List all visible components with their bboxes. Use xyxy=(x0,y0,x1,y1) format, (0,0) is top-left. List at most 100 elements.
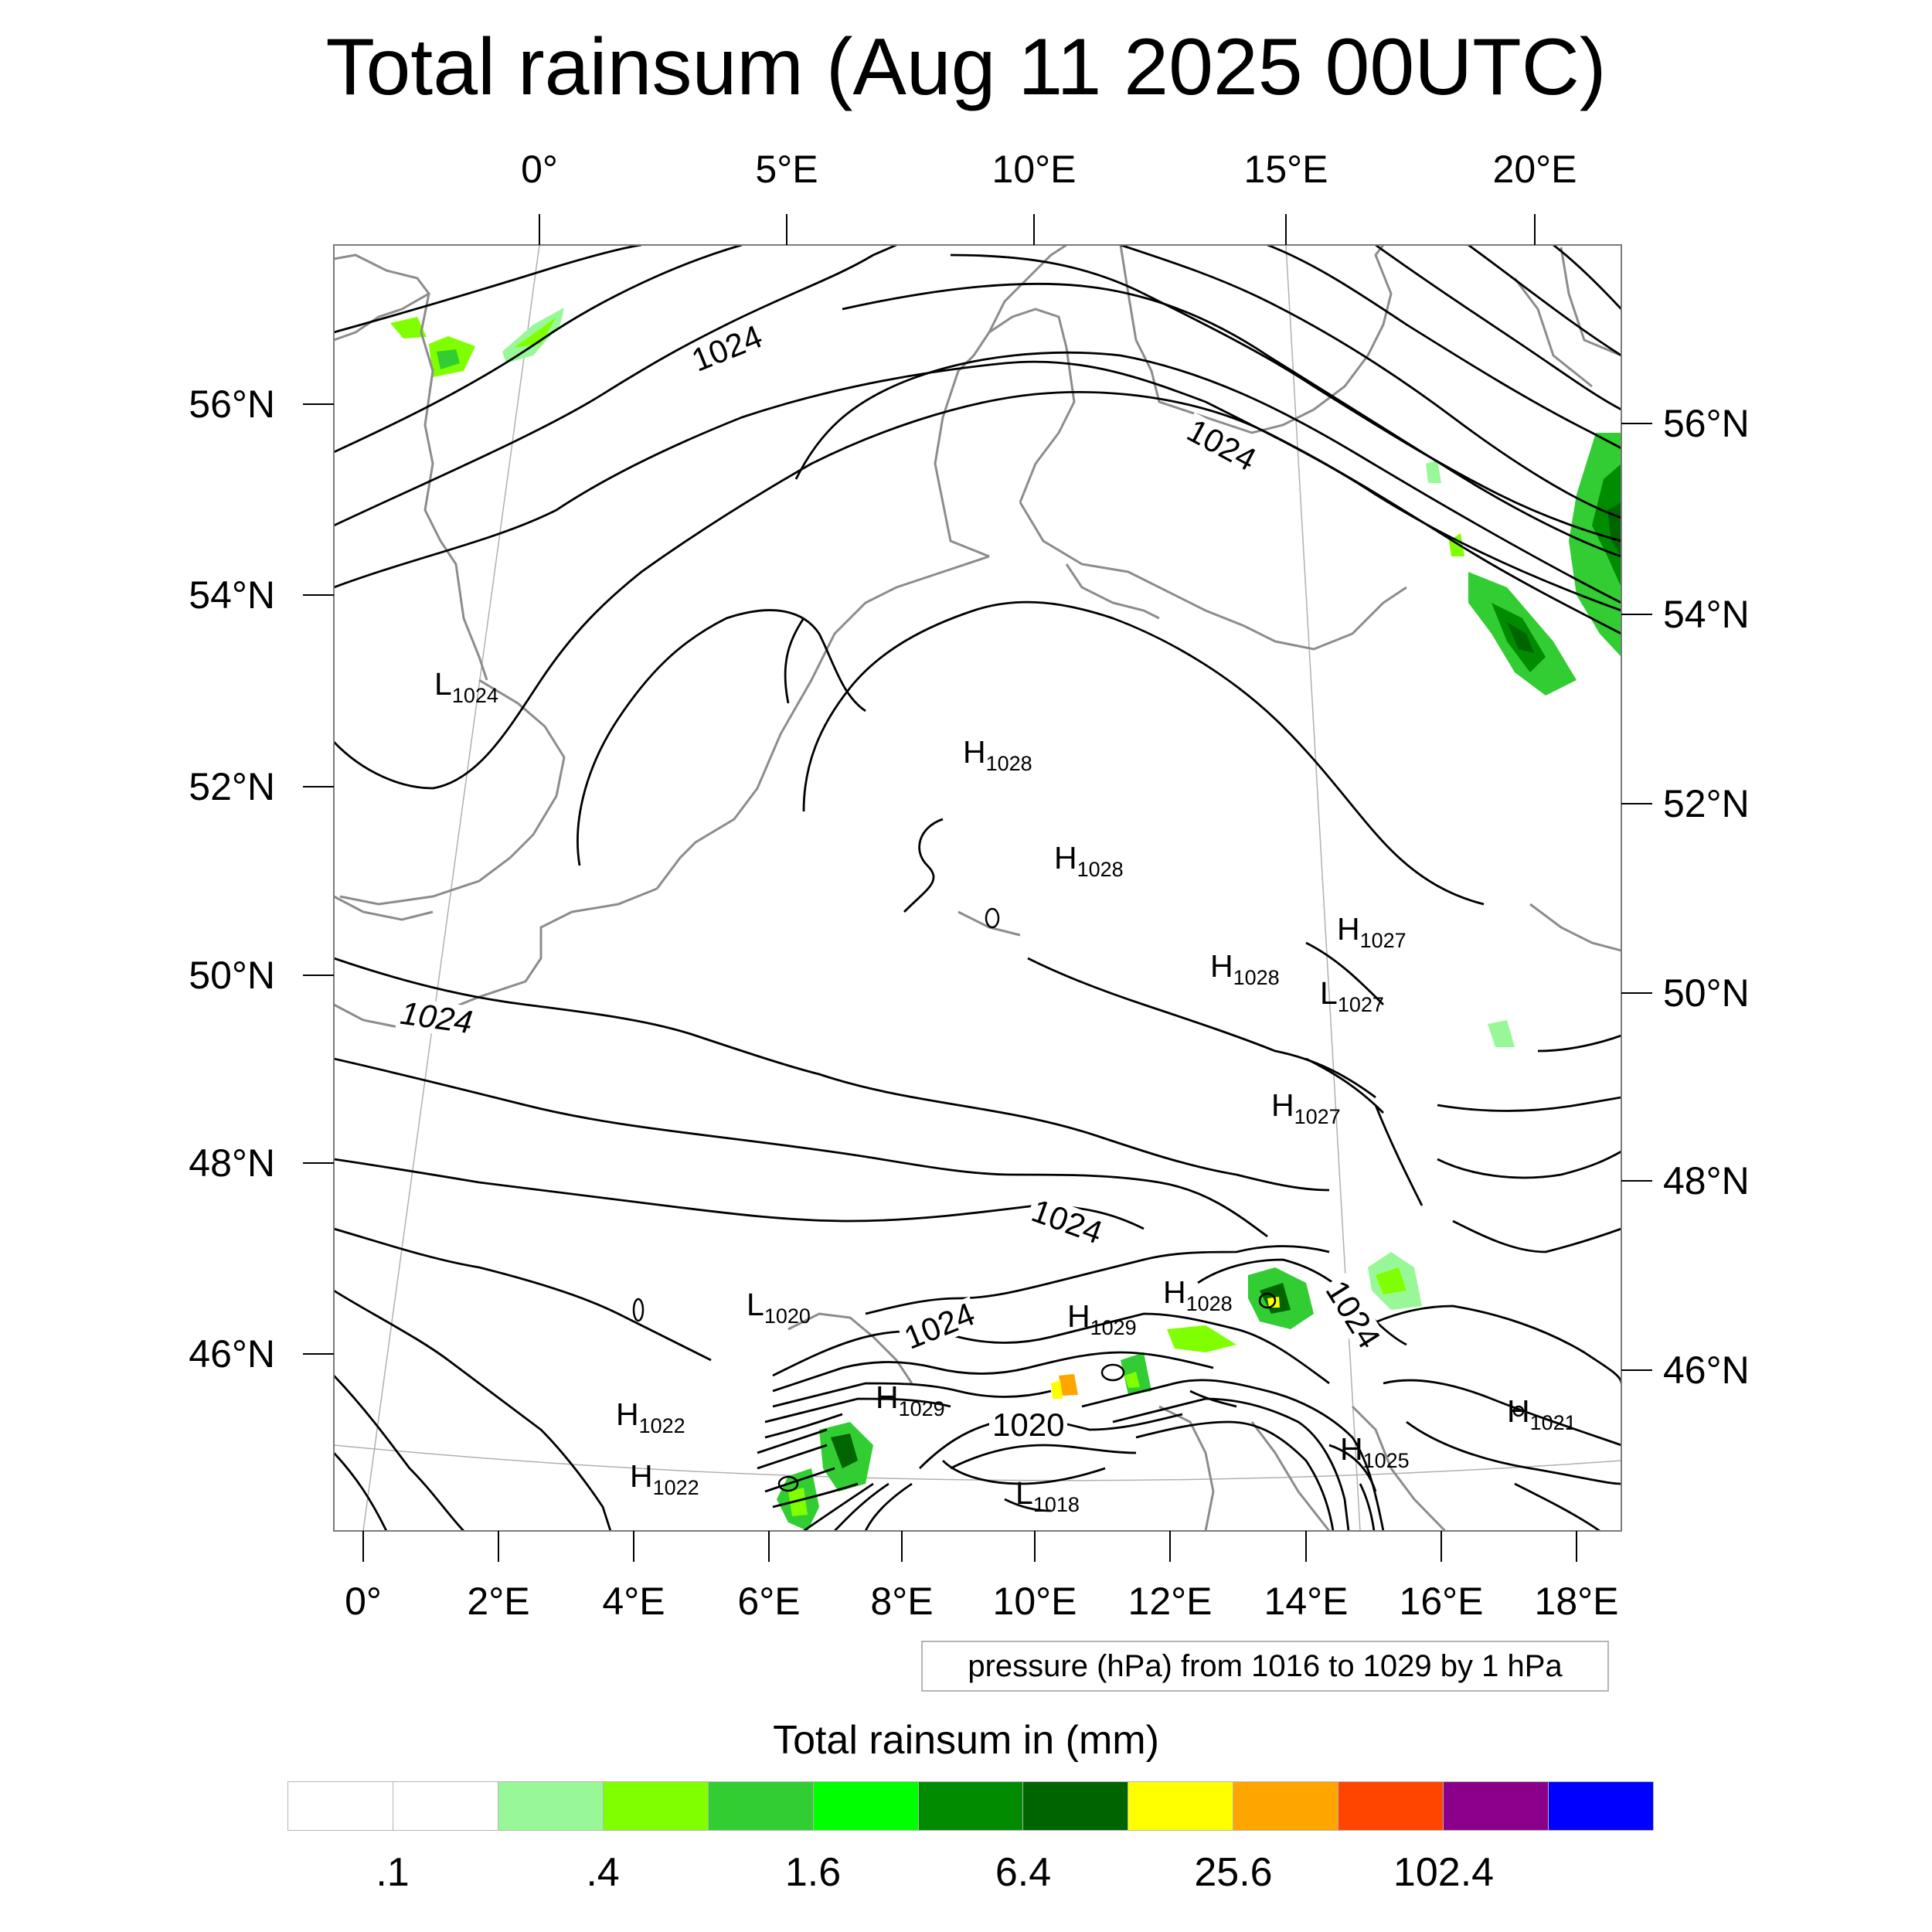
pressure-center-label: L1018 xyxy=(1015,1475,1080,1516)
small-contours xyxy=(632,907,1525,1492)
colorbar-label: 1.6 xyxy=(784,1850,842,1895)
left-lat-label: 46°N xyxy=(189,1332,275,1376)
plot-frame xyxy=(333,244,1622,1532)
top-lon-label: 15°E xyxy=(1243,148,1328,191)
colorbar-box xyxy=(1444,1782,1549,1830)
tick xyxy=(1285,214,1287,245)
tick xyxy=(1440,1531,1442,1562)
tick xyxy=(303,1353,334,1355)
tick xyxy=(1621,1369,1652,1371)
colorbar-label: .1 xyxy=(376,1850,410,1895)
tick xyxy=(539,214,540,245)
top-lon-label: 10°E xyxy=(992,148,1077,191)
tick xyxy=(768,1531,770,1562)
colorbar-box xyxy=(918,1782,1024,1830)
bottom-lon-label: 6°E xyxy=(737,1580,801,1623)
rain-shading xyxy=(390,308,1621,1531)
colorbar-box xyxy=(1128,1782,1234,1830)
chart-title: Total rainsum (Aug 11 2025 00UTC) xyxy=(325,22,1607,112)
right-lat-label: 46°N xyxy=(1663,1349,1750,1392)
tick xyxy=(901,1531,903,1562)
colorbar-box xyxy=(708,1782,814,1830)
left-lat-label: 54°N xyxy=(189,573,275,617)
tick xyxy=(1305,1531,1307,1562)
tick xyxy=(1033,214,1035,245)
colorbar xyxy=(287,1781,1654,1831)
left-lat-label: 50°N xyxy=(189,954,275,997)
tick xyxy=(633,1531,634,1562)
left-lat-label: 56°N xyxy=(189,383,275,426)
bottom-lon-label: 2°E xyxy=(467,1580,530,1623)
colorbar-box xyxy=(1549,1782,1653,1830)
pressure-center-label: H1028 xyxy=(1054,840,1124,881)
bottom-lon-label: 18°E xyxy=(1534,1580,1619,1623)
pressure-center-label: H1027 xyxy=(1271,1087,1341,1128)
graticule xyxy=(334,245,1621,1531)
colorbar-label: 6.4 xyxy=(995,1850,1052,1895)
contour-info-box: pressure (hPa) from 1016 to 1029 by 1 hP… xyxy=(921,1641,1609,1692)
tick xyxy=(303,403,334,405)
tick xyxy=(303,1162,334,1164)
tick xyxy=(1534,214,1536,245)
bottom-lon-label: 10°E xyxy=(992,1580,1077,1623)
pressure-center-label: L1027 xyxy=(1320,975,1384,1016)
pressure-center-label: H1029 xyxy=(876,1379,945,1420)
colorbar-label: .4 xyxy=(586,1850,620,1895)
colorbar-box xyxy=(288,1782,393,1830)
bottom-lon-label: 8°E xyxy=(870,1580,934,1623)
tick xyxy=(1621,803,1652,804)
pressure-center-label: H1028 xyxy=(963,734,1032,775)
pressure-center-label: H1028 xyxy=(1163,1274,1233,1315)
bottom-lon-label: 0° xyxy=(345,1580,382,1623)
pressure-center-label: H1025 xyxy=(1340,1431,1410,1472)
pressure-center-label: H1022 xyxy=(630,1458,699,1499)
coastlines xyxy=(334,245,1621,1531)
right-lat-label: 54°N xyxy=(1663,593,1750,636)
colorbar-label: 25.6 xyxy=(1194,1850,1273,1895)
tick xyxy=(1034,1531,1036,1562)
tick xyxy=(786,214,787,245)
colorbar-box xyxy=(603,1782,709,1830)
colorbar-box xyxy=(813,1782,919,1830)
tick xyxy=(498,1531,499,1562)
pressure-center-label: H1022 xyxy=(616,1396,685,1437)
tick xyxy=(1621,423,1652,424)
isobars xyxy=(334,245,1621,1531)
tick xyxy=(362,1531,364,1562)
bottom-lon-label: 16°E xyxy=(1399,1580,1484,1623)
pressure-center-label: L1024 xyxy=(434,666,498,707)
tick xyxy=(1621,992,1652,994)
colorbar-label: 102.4 xyxy=(1393,1850,1495,1895)
right-lat-label: 52°N xyxy=(1663,782,1750,825)
top-lon-label: 0° xyxy=(521,148,558,191)
tick xyxy=(303,975,334,976)
tick xyxy=(1621,614,1652,615)
contour-label: 1020 xyxy=(989,1409,1068,1441)
top-lon-label: 5°E xyxy=(755,148,818,191)
pressure-center-label: L1020 xyxy=(747,1287,811,1328)
tick xyxy=(1621,1180,1652,1182)
tick xyxy=(303,786,334,787)
colorbar-box xyxy=(1023,1782,1129,1830)
bottom-lon-label: 12°E xyxy=(1128,1580,1213,1623)
bottom-lon-label: 4°E xyxy=(602,1580,665,1623)
tick xyxy=(1576,1531,1577,1562)
right-lat-label: 50°N xyxy=(1663,971,1750,1015)
pressure-center-label: H1027 xyxy=(1337,911,1406,952)
right-lat-label: 56°N xyxy=(1663,402,1750,445)
bottom-lon-label: 14°E xyxy=(1264,1580,1349,1623)
top-lon-label: 20°E xyxy=(1492,148,1577,191)
pressure-center-label: H1028 xyxy=(1210,948,1280,989)
colorbar-box xyxy=(498,1782,604,1830)
left-lat-label: 52°N xyxy=(189,765,275,808)
tick xyxy=(303,594,334,596)
colorbar-title: Total rainsum in (mm) xyxy=(773,1718,1159,1763)
right-lat-label: 48°N xyxy=(1663,1159,1750,1202)
colorbar-box xyxy=(1233,1782,1339,1830)
left-lat-label: 48°N xyxy=(189,1141,275,1185)
colorbar-box xyxy=(1338,1782,1444,1830)
colorbar-box xyxy=(393,1782,498,1830)
pressure-center-label: H1029 xyxy=(1067,1298,1137,1339)
